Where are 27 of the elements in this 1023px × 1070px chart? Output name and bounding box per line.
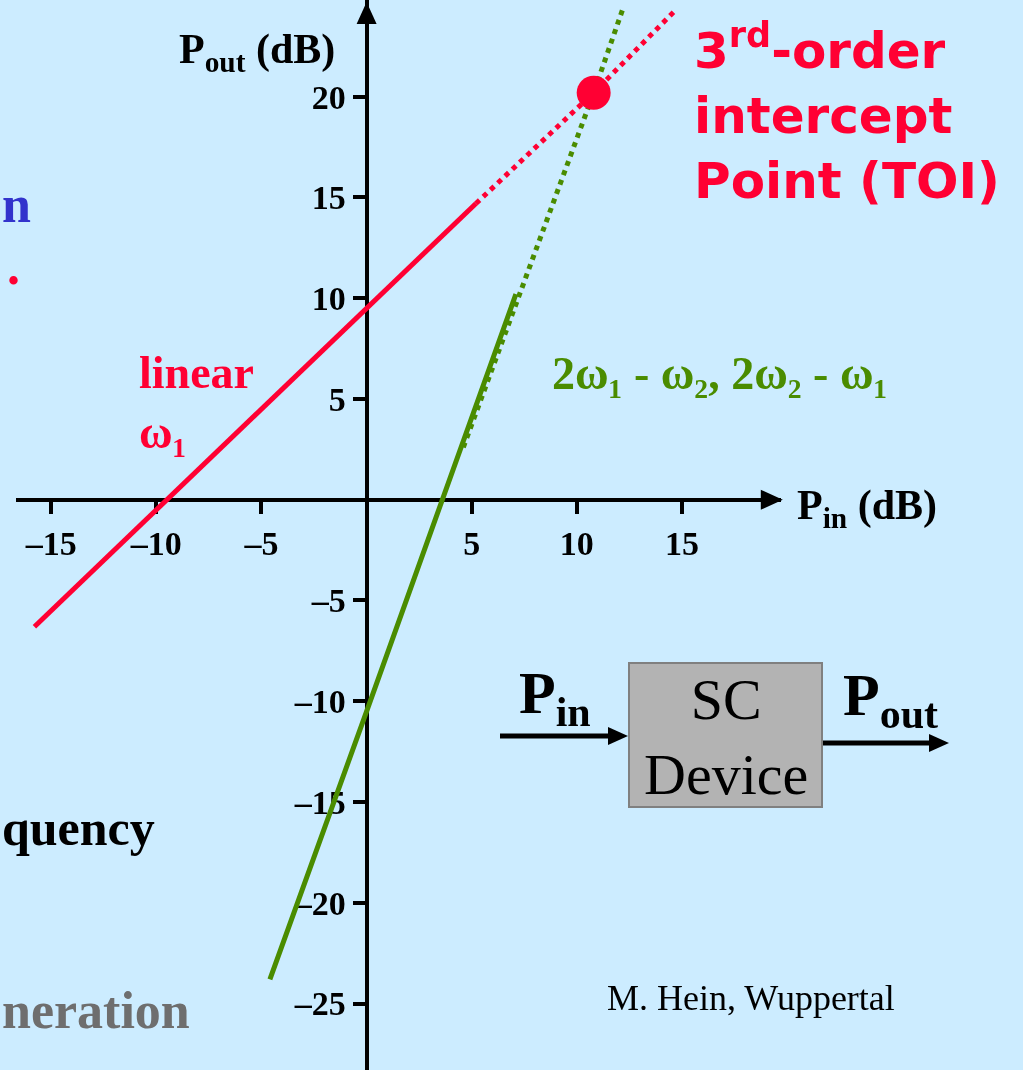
annotation: neration [2,982,190,1039]
annotation: 3$^{rd}$-order intercept Point (TOI) [694,15,1000,210]
y-tick-label: 10 [311,280,346,318]
x-tick-label: –10 [129,524,182,562]
annotation: P$_{in}$ [519,660,591,735]
y-tick-label: –25 [293,985,346,1023]
x-tick-label: –5 [243,524,279,562]
annotation: M. Hein, Wuppertal [607,978,895,1018]
y-axis-title: P$_{out}$ (dB) [179,26,336,78]
annotation: n [2,176,31,233]
y-tick-label: –5 [310,582,346,620]
annotation: SC Device [644,667,809,808]
series-label: linear ω₁ [139,347,254,458]
x-tick-label: 15 [664,524,699,562]
annotation: quency [2,800,155,856]
y-tick-label: 5 [328,380,346,418]
text: P$_{out}$ [843,662,939,737]
y-tick-label: –20 [293,884,346,922]
x-tick-label: 10 [559,524,594,562]
y-tick-label: 15 [311,179,346,217]
series-label: 2ω₁ - ω₂, 2ω₂ - ω₁ [552,348,888,399]
x-tick-label: 5 [463,524,481,562]
x-axis-title: P$_{in}$ (dB) [797,482,938,534]
annotation: . [7,238,20,295]
y-tick-label: 20 [311,78,346,116]
x-tick-label: –15 [24,524,77,562]
y-tick-label: –10 [293,683,346,721]
